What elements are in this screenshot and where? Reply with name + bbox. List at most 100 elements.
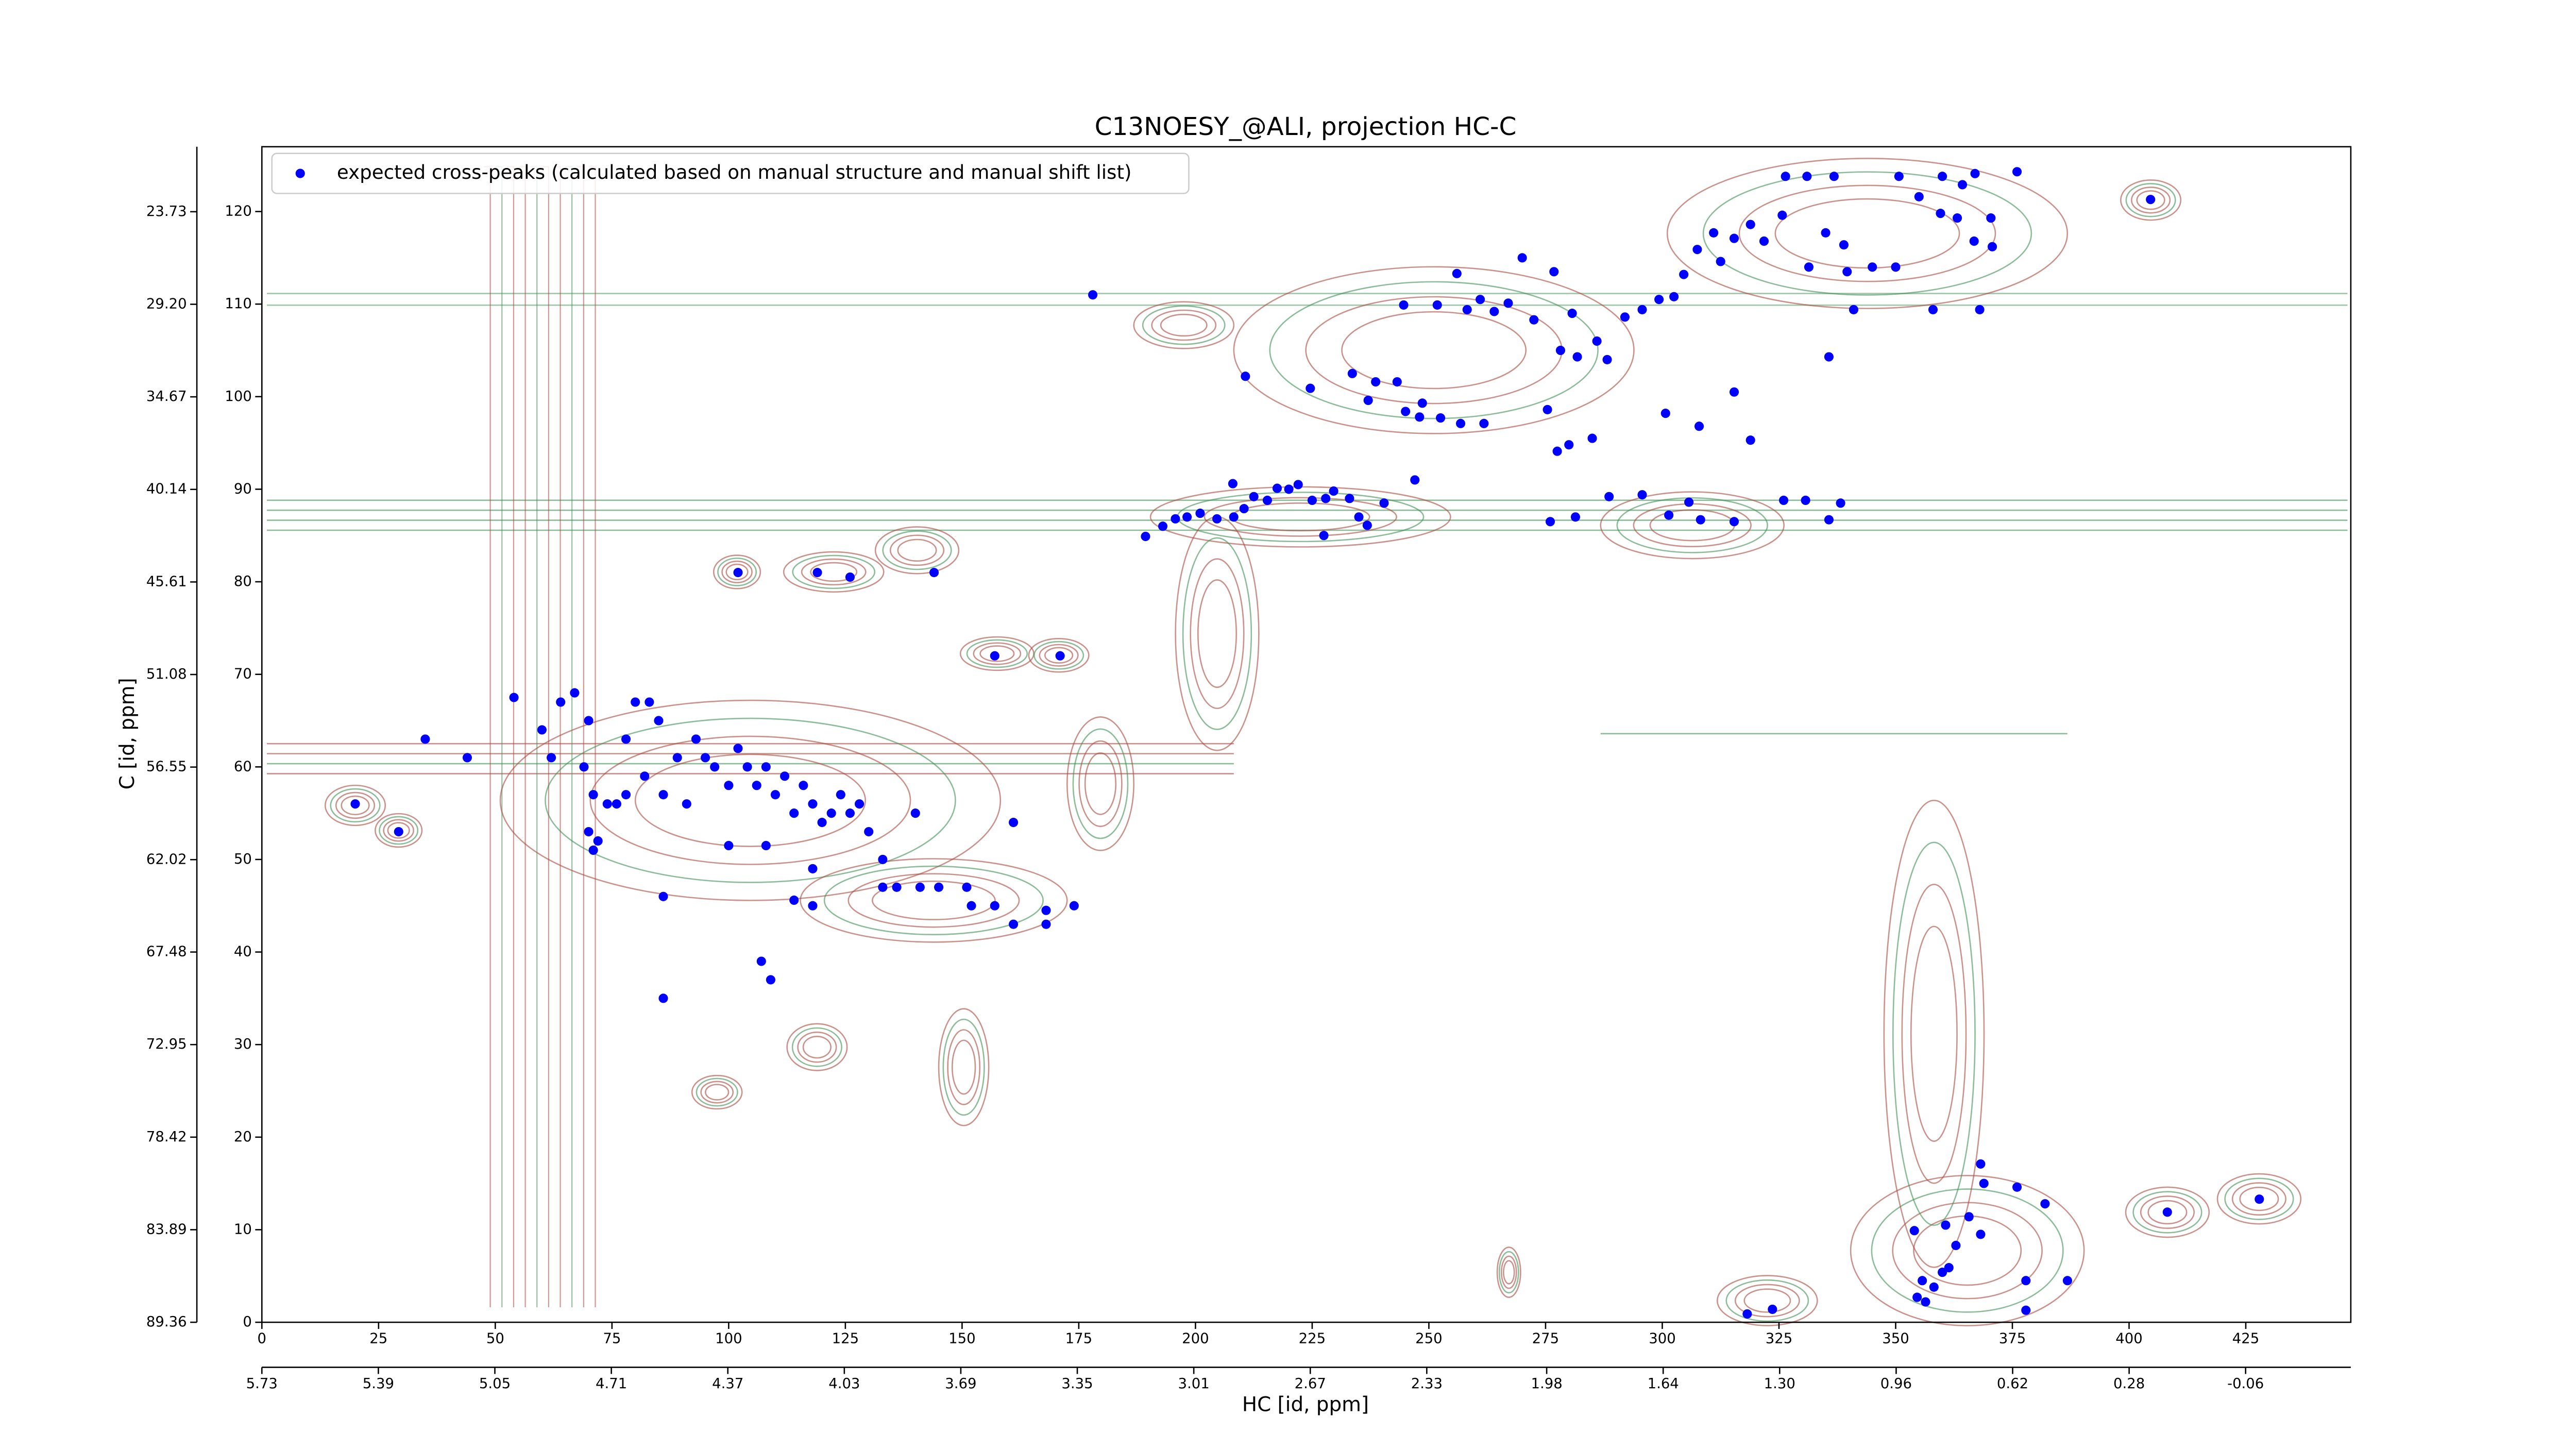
contour <box>951 1039 976 1095</box>
y2-tick-label: 78.42 <box>146 1128 187 1145</box>
x-tick-label: 175 <box>1065 1330 1093 1346</box>
contour <box>577 166 584 1307</box>
cross-peak <box>1503 298 1513 308</box>
x-tick-label: 225 <box>1299 1330 1326 1346</box>
cross-peak <box>1654 295 1664 305</box>
contour <box>1190 558 1245 709</box>
cross-peak <box>1921 1297 1930 1307</box>
cross-peak <box>789 808 799 818</box>
cross-peak <box>1432 300 1442 310</box>
contour <box>1151 309 1217 341</box>
contour <box>696 1077 738 1107</box>
cross-peak <box>1555 345 1566 356</box>
contour <box>1269 281 1599 419</box>
contour <box>341 795 370 816</box>
cross-peak <box>836 790 845 800</box>
contour <box>1498 1251 1519 1294</box>
cross-peak <box>1069 901 1079 911</box>
cross-peak <box>1944 1263 1954 1273</box>
y2-tick-label: 34.67 <box>146 388 187 405</box>
cross-peak <box>1692 245 1702 255</box>
contour <box>1901 884 1967 1184</box>
cross-peak <box>1345 494 1354 503</box>
contour <box>874 526 960 575</box>
contour <box>2216 1173 2302 1225</box>
contour <box>2136 190 2165 210</box>
contour <box>1616 497 1768 553</box>
cross-peak <box>1347 368 1357 378</box>
contour <box>1503 1260 1515 1285</box>
cross-peak <box>864 827 874 837</box>
cross-peak <box>1371 377 1381 387</box>
contour <box>541 166 550 1307</box>
cross-peak <box>812 568 822 578</box>
x2-tick-label: 0.96 <box>1880 1375 1912 1392</box>
contour <box>889 534 945 566</box>
cross-peak <box>462 753 472 763</box>
y-tick-label: 50 <box>234 851 252 867</box>
cross-peak <box>1572 352 1582 362</box>
y-tick-label: 40 <box>234 943 252 960</box>
cross-peak <box>1195 509 1205 518</box>
contour <box>802 1036 832 1059</box>
cross-peak <box>1602 355 1612 364</box>
cross-peak <box>1729 233 1739 243</box>
cross-peak <box>1781 172 1790 181</box>
cross-peak <box>1829 172 1839 181</box>
contour <box>1600 491 1785 560</box>
contour <box>518 166 526 1307</box>
cross-peak <box>1399 300 1409 310</box>
cross-peak <box>2040 1199 2050 1209</box>
x-tick-label: 300 <box>1649 1330 1676 1346</box>
y-tick-label: 30 <box>234 1036 252 1052</box>
cross-peak <box>1567 309 1577 318</box>
contour <box>1774 198 1960 269</box>
contour <box>1133 301 1235 349</box>
cross-peak <box>658 891 668 901</box>
cross-peak <box>1745 435 1755 445</box>
cross-peak <box>1951 1240 1961 1251</box>
cross-peak <box>1716 257 1725 266</box>
contour <box>882 530 952 570</box>
contour <box>1233 266 1635 434</box>
x-axis-label: HC [id, ppm] <box>1242 1393 1369 1416</box>
x2-tick-label: 4.37 <box>712 1375 743 1392</box>
cross-peak <box>1529 315 1539 325</box>
cross-peak <box>1745 220 1755 229</box>
x2-tick-label: 5.39 <box>363 1375 394 1392</box>
cross-peak <box>1229 512 1239 522</box>
cross-peak <box>1354 512 1364 522</box>
cross-peak <box>845 572 855 582</box>
cross-peak <box>761 762 771 772</box>
x2-tick-label: 4.71 <box>596 1375 627 1392</box>
x-tick-label: 375 <box>1999 1330 2026 1346</box>
cross-peak <box>1549 267 1559 277</box>
cross-peak <box>1821 228 1831 238</box>
x-tick-label: 125 <box>832 1330 859 1346</box>
cross-peak <box>761 840 771 851</box>
y2-tick-label: 67.48 <box>146 943 187 960</box>
cross-peak <box>724 781 734 790</box>
cross-peak <box>967 901 976 911</box>
cross-peak <box>1321 494 1331 503</box>
contour <box>1078 740 1123 828</box>
cross-peak <box>1479 418 1489 428</box>
contour <box>588 166 596 1307</box>
contour <box>979 645 1015 662</box>
cross-peak <box>1212 514 1222 524</box>
cross-peak <box>1055 651 1065 661</box>
y-tick-label: 20 <box>234 1128 252 1145</box>
cross-peak <box>1928 305 1938 314</box>
contour <box>792 554 876 589</box>
cross-peak <box>742 762 752 772</box>
cross-peak <box>1410 475 1420 485</box>
cross-peak <box>350 799 360 809</box>
cross-peak <box>1868 262 1877 272</box>
cross-peak <box>1918 1276 1927 1286</box>
cross-peak <box>1401 407 1411 416</box>
cross-peak <box>1941 1220 1951 1230</box>
x2-tick-label: 3.01 <box>1178 1375 1210 1392</box>
cross-peak <box>1239 504 1249 514</box>
cross-peak <box>878 854 888 864</box>
